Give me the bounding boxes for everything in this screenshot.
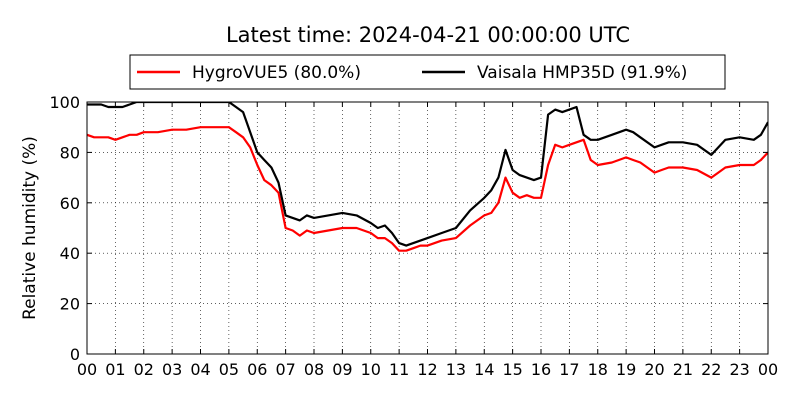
y-tick-label: 80	[60, 143, 80, 162]
y-axis-label: Relative humidity (%)	[20, 136, 40, 320]
plot-frame	[86, 101, 769, 355]
x-tick-label: 15	[502, 360, 522, 379]
legend: HygroVUE5 (80.0%) Vaisala HMP35D (91.9%)	[129, 54, 726, 90]
x-tick-label: 07	[275, 360, 295, 379]
x-tick-label: 18	[588, 360, 608, 379]
x-tick-label: 01	[105, 360, 125, 379]
y-tick-label: 60	[60, 194, 80, 213]
plot-lines	[87, 102, 768, 252]
x-tick-label: 03	[162, 360, 182, 379]
grid	[87, 102, 768, 354]
x-tick-label: 19	[616, 360, 636, 379]
x-tick-label: 22	[701, 360, 721, 379]
y-tick-label: 40	[60, 244, 80, 263]
x-tick-label: 21	[673, 360, 693, 379]
y-tick-label: 20	[60, 295, 80, 314]
x-tick-label: 09	[332, 360, 352, 379]
legend-label-hygrovue5: HygroVUE5 (80.0%)	[192, 63, 361, 83]
x-tick-label: 00	[77, 360, 97, 379]
x-tick-label: 17	[559, 360, 579, 379]
x-tick-label: 02	[134, 360, 154, 379]
x-tick-label: 08	[304, 360, 324, 379]
x-tick-label: 20	[644, 360, 664, 379]
x-tick-label: 06	[247, 360, 267, 379]
x-tick-label: 10	[361, 360, 381, 379]
series-line-hygrovue5	[87, 126, 768, 252]
y-tick-label: 100	[49, 93, 80, 112]
x-tick-label: 05	[219, 360, 239, 379]
x-tick-labels: 00 01 02 03 04 05 06 07 08 09 10 11 12 13 14 15 16 17 18 19…	[77, 360, 778, 379]
x-tick-label: 11	[389, 360, 409, 379]
x-tick-label: 14	[474, 360, 494, 379]
series-line-vaisala	[87, 102, 768, 247]
x-tick-label: 23	[729, 360, 749, 379]
chart-title: Latest time: 2024-04-21 00:00:00 UTC	[226, 23, 630, 47]
x-tick-label: 13	[446, 360, 466, 379]
x-tick-label: 16	[531, 360, 551, 379]
y-tick-labels: 0 20 40 60 80 100	[49, 93, 80, 364]
y-tick-label: 0	[70, 345, 80, 364]
x-tick-label: 00	[758, 360, 778, 379]
legend-label-vaisala: Vaisala HMP35D (91.9%)	[477, 63, 687, 83]
x-tick-label: 12	[417, 360, 437, 379]
ticks	[86, 101, 769, 355]
x-tick-label: 04	[190, 360, 210, 379]
